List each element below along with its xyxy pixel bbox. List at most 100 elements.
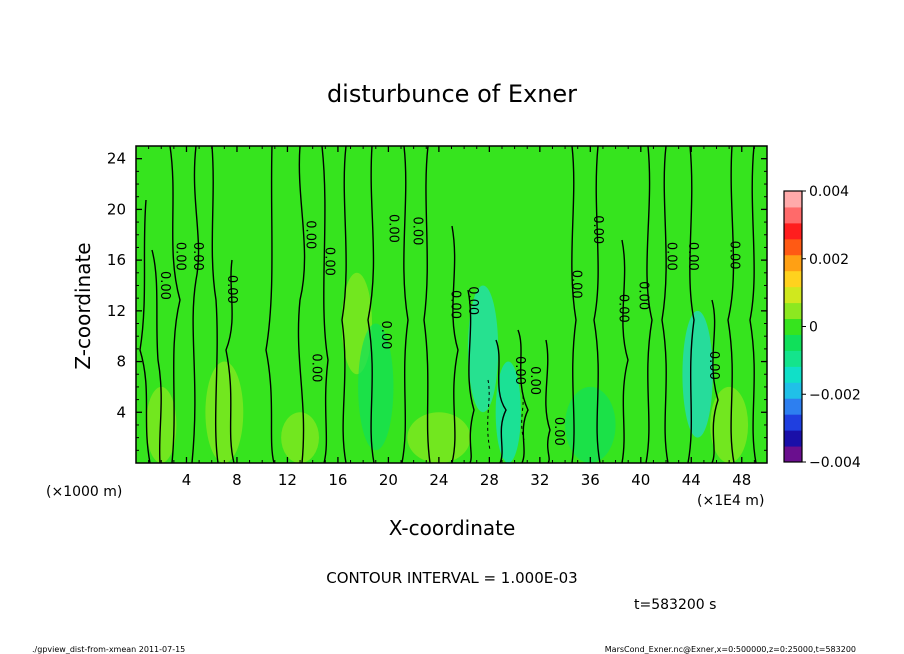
contour-label: 0.00	[636, 281, 651, 310]
colorbar-tick-label: −0.002	[809, 387, 861, 403]
x-unit-left-label: (×1000 m)	[46, 484, 122, 500]
contour-line	[297, 146, 306, 463]
colorbar-segment	[784, 398, 802, 415]
colorbar-segment	[784, 350, 802, 367]
colorbar-segment	[784, 286, 802, 304]
contour-line	[151, 249, 162, 463]
y-tick-label: 16	[107, 251, 126, 269]
x-tick-label: 44	[682, 471, 701, 489]
contour-line	[711, 299, 719, 463]
color-patch	[281, 412, 319, 463]
contour-label: 0.00	[302, 220, 317, 249]
contour-lines	[139, 146, 757, 463]
contour-line	[571, 146, 577, 463]
colorbar-tick-label: 0.002	[809, 252, 849, 268]
colorbar-segment	[784, 334, 802, 351]
contour-label: 0.00	[309, 353, 324, 382]
colorbar-segment	[784, 238, 802, 256]
x-tick-label: 48	[732, 471, 751, 489]
contour-interval-label: CONTOUR INTERVAL = 1.000E-03	[326, 569, 577, 587]
contour-line	[451, 225, 459, 463]
x-axis: 4 8 12 16 20 24 28 32 36 40 44 48	[148, 146, 755, 489]
contour-label: 0.00	[615, 294, 630, 323]
contour-line	[749, 146, 757, 463]
plot-area: 0.000.00 0.000.000.000.000.000.000.00 0.00…	[135, 145, 768, 464]
contour-line	[727, 146, 735, 463]
color-patch	[710, 386, 749, 463]
contour-label: 0.00	[512, 356, 527, 385]
contour-line	[545, 339, 551, 463]
color-patch	[565, 386, 616, 463]
colorbar-segment	[784, 446, 802, 463]
colorbar-segment	[784, 270, 802, 288]
contour-line	[495, 339, 507, 463]
color-patch	[205, 361, 244, 463]
color-patch	[146, 386, 177, 463]
colorbar-segment	[784, 366, 802, 383]
contour-label: 0.00	[706, 351, 721, 380]
contour-line	[593, 146, 601, 463]
contour-labels: 0.000.00 0.000.000.000.000.000.000.00 0.00…	[157, 214, 741, 446]
y-tick-label: 12	[107, 302, 126, 320]
contour-line	[321, 146, 329, 463]
colorbar-tick-label: 0.004	[809, 184, 849, 200]
x-tick-label: 28	[480, 471, 499, 489]
contour-label: 0.00	[321, 247, 336, 276]
color-patch	[682, 310, 713, 438]
x-tick-label: 32	[530, 471, 549, 489]
x-tick-label: 12	[278, 471, 297, 489]
colorbar-segment	[784, 222, 802, 240]
x-tick-label: 40	[631, 471, 650, 489]
contour-line	[225, 259, 235, 463]
x-tick-label: 8	[232, 471, 242, 489]
colorbar-segment	[784, 206, 802, 224]
colorbar: 0.004 0.002 0 −0.002 −0.004	[783, 184, 861, 471]
contour-label: 0.00	[448, 290, 463, 319]
contour-line	[645, 146, 653, 463]
color-patch	[407, 412, 471, 463]
contour-line	[169, 146, 181, 463]
contour-label: 0.00	[590, 215, 605, 244]
contour-line	[211, 146, 219, 463]
x-axis-label: X-coordinate	[389, 516, 516, 540]
contour-label: 0.00	[663, 242, 678, 271]
y-tick-label: 4	[116, 403, 126, 421]
y-axis: 4 8 12 16 20 24	[107, 150, 767, 451]
color-patch	[358, 323, 394, 451]
contour-label: 0.00	[465, 286, 480, 315]
colorbar-segment	[784, 382, 802, 399]
colorbar-segment	[784, 318, 802, 335]
contour-line	[517, 329, 529, 463]
contour-line	[661, 146, 669, 463]
colorbar-tick-label: 0	[809, 320, 818, 336]
colorbar-tick-label: −0.004	[809, 455, 861, 471]
x-tick-label: 16	[328, 471, 347, 489]
colorbar-segment	[784, 254, 802, 272]
contour-line	[467, 289, 475, 463]
x-tick-label: 24	[429, 471, 448, 489]
contour-line	[341, 146, 347, 463]
contour-line	[265, 146, 275, 463]
contour-label: 0.00	[378, 320, 393, 349]
time-label: t=583200 s	[634, 597, 716, 613]
color-patch	[467, 285, 499, 413]
colorbar-segment	[784, 430, 802, 447]
chart-title: disturbunce of Exner	[327, 80, 577, 108]
contour-line	[687, 146, 695, 463]
contour-line	[401, 146, 409, 463]
contour-line	[621, 239, 629, 463]
y-tick-label: 24	[107, 150, 126, 168]
y-axis-label: Z-coordinate	[71, 242, 95, 369]
x-unit-right-label: (×1E4 m)	[697, 493, 764, 509]
contour-label: 0.00	[551, 417, 566, 446]
contour-label: 0.00	[410, 216, 425, 245]
x-tick-label: 20	[379, 471, 398, 489]
contour-line	[139, 199, 151, 463]
x-tick-label: 36	[581, 471, 600, 489]
footer-right-label: MarsCond_Exner.nc@Exner,x=0:500000,z=0:2…	[605, 645, 856, 654]
contour-label: 0.00	[569, 270, 584, 299]
contour-label: 0.00	[726, 241, 741, 270]
footer-left-label: ./gpview_dist-from-xmean 2011-07-15	[32, 645, 185, 654]
colorbar-segment	[784, 414, 802, 431]
